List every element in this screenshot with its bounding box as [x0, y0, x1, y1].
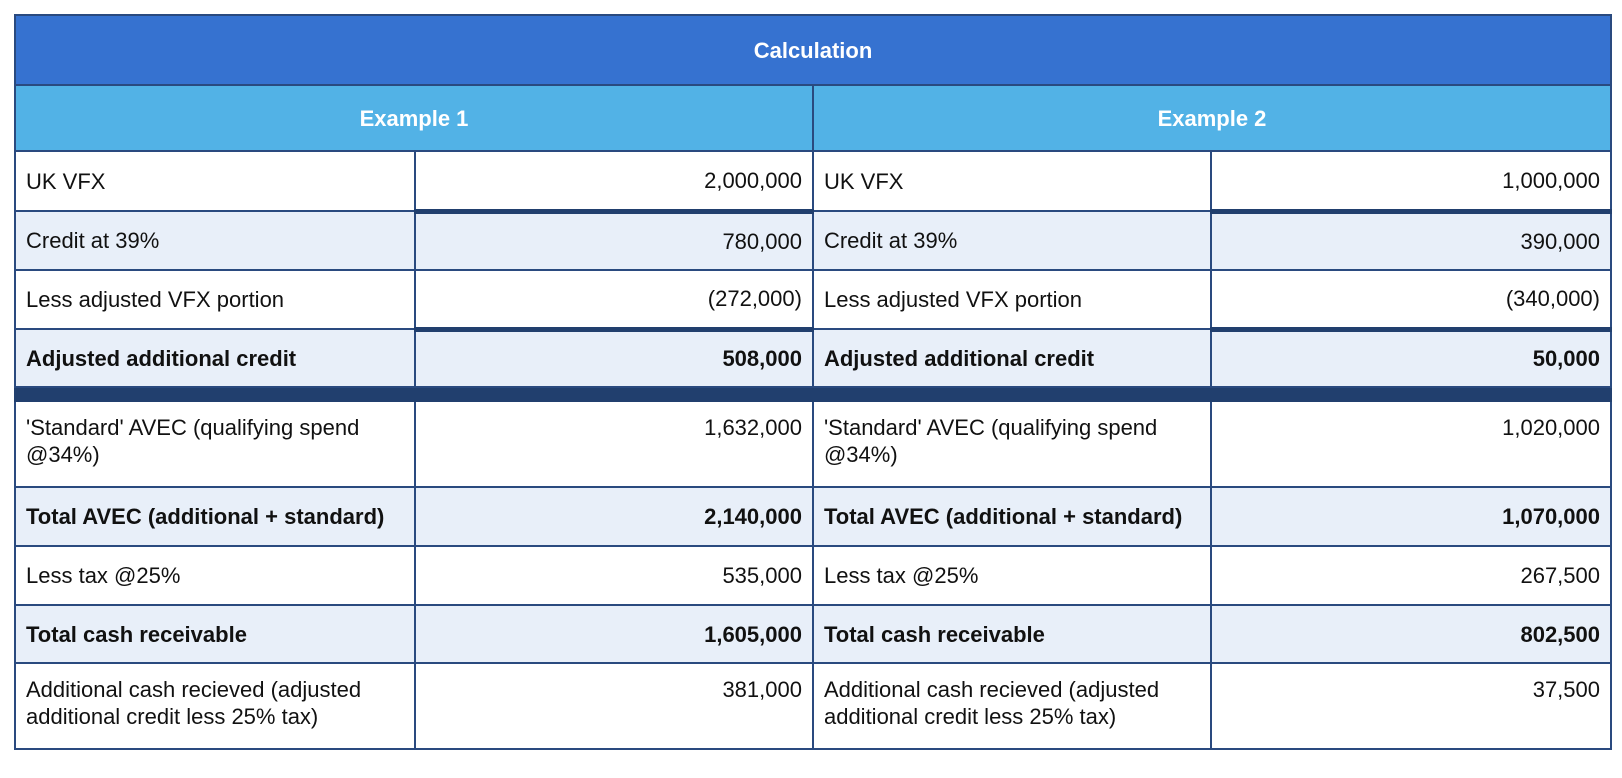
ex1-adjusted-credit-value: 508,000	[413, 328, 814, 388]
ex1-standard-avec-value: 1,632,000	[413, 400, 814, 488]
ex1-total-cash-label: Total cash receivable	[14, 604, 416, 664]
ex2-uk-vfx-label: UK VFX	[811, 150, 1213, 212]
ex2-total-avec-label: Total AVEC (additional + standard)	[811, 486, 1213, 547]
ex2-less-adjusted-value: (340,000)	[1210, 269, 1612, 332]
table-row: Total cash receivable 1,605,000 Total ca…	[14, 604, 1612, 664]
ex2-standard-avec-value: 1,020,000	[1210, 400, 1612, 488]
ex1-total-cash-value: 1,605,000	[413, 604, 814, 664]
example-1-header: Example 1	[14, 84, 814, 152]
example-2-header: Example 2	[811, 84, 1613, 152]
table-title: Calculation	[14, 14, 1612, 86]
table-row: Total AVEC (additional + standard) 2,140…	[14, 486, 1612, 547]
table-row: Additional cash recieved (adjusted addit…	[14, 662, 1612, 750]
ex1-less-adjusted-label: Less adjusted VFX portion	[14, 269, 416, 330]
ex2-standard-avec-label: 'Standard' AVEC (qualifying spend @34%)	[811, 400, 1213, 488]
ex2-credit-label: Credit at 39%	[811, 210, 1213, 271]
ex1-total-avec-value: 2,140,000	[413, 486, 814, 547]
ex1-additional-cash-value: 381,000	[413, 662, 814, 750]
ex1-standard-avec-label: 'Standard' AVEC (qualifying spend @34%)	[14, 400, 416, 488]
ex1-uk-vfx-label: UK VFX	[14, 150, 416, 212]
ex2-total-cash-label: Total cash receivable	[811, 604, 1213, 664]
ex1-total-avec-label: Total AVEC (additional + standard)	[14, 486, 416, 547]
ex2-credit-value: 390,000	[1210, 210, 1612, 271]
table-row: 'Standard' AVEC (qualifying spend @34%) …	[14, 400, 1612, 488]
ex1-less-tax-label: Less tax @25%	[14, 545, 416, 606]
divider-bar	[14, 386, 1612, 402]
ex2-adjusted-credit-label: Adjusted additional credit	[811, 328, 1213, 388]
ex2-uk-vfx-value: 1,000,000	[1210, 150, 1612, 214]
table-row: Less adjusted VFX portion (272,000) Less…	[14, 269, 1612, 332]
ex2-less-adjusted-label: Less adjusted VFX portion	[811, 269, 1213, 330]
table-row: Adjusted additional credit 508,000 Adjus…	[14, 328, 1612, 388]
ex2-less-tax-label: Less tax @25%	[811, 545, 1213, 606]
table-row: Less tax @25% 535,000 Less tax @25% 267,…	[14, 545, 1612, 606]
ex1-additional-cash-label: Additional cash recieved (adjusted addit…	[14, 662, 416, 750]
ex1-less-tax-value: 535,000	[413, 545, 814, 606]
ex2-additional-cash-label: Additional cash recieved (adjusted addit…	[811, 662, 1213, 750]
ex2-adjusted-credit-value: 50,000	[1210, 328, 1612, 388]
section-divider	[14, 386, 1612, 402]
ex1-uk-vfx-value: 2,000,000	[413, 150, 814, 214]
ex1-credit-label: Credit at 39%	[14, 210, 416, 271]
calculation-table: Calculation Example 1 Example 2 UK VFX 2…	[14, 14, 1613, 750]
ex2-total-avec-value: 1,070,000	[1210, 486, 1612, 547]
ex1-less-adjusted-value: (272,000)	[413, 269, 814, 332]
table-row: Credit at 39% 780,000 Credit at 39% 390,…	[14, 210, 1612, 271]
ex2-less-tax-value: 267,500	[1210, 545, 1612, 606]
ex1-adjusted-credit-label: Adjusted additional credit	[14, 328, 416, 388]
ex1-credit-value: 780,000	[413, 210, 814, 271]
ex2-total-cash-value: 802,500	[1210, 604, 1612, 664]
ex2-additional-cash-value: 37,500	[1210, 662, 1612, 750]
table-row: UK VFX 2,000,000 UK VFX 1,000,000	[14, 150, 1612, 214]
